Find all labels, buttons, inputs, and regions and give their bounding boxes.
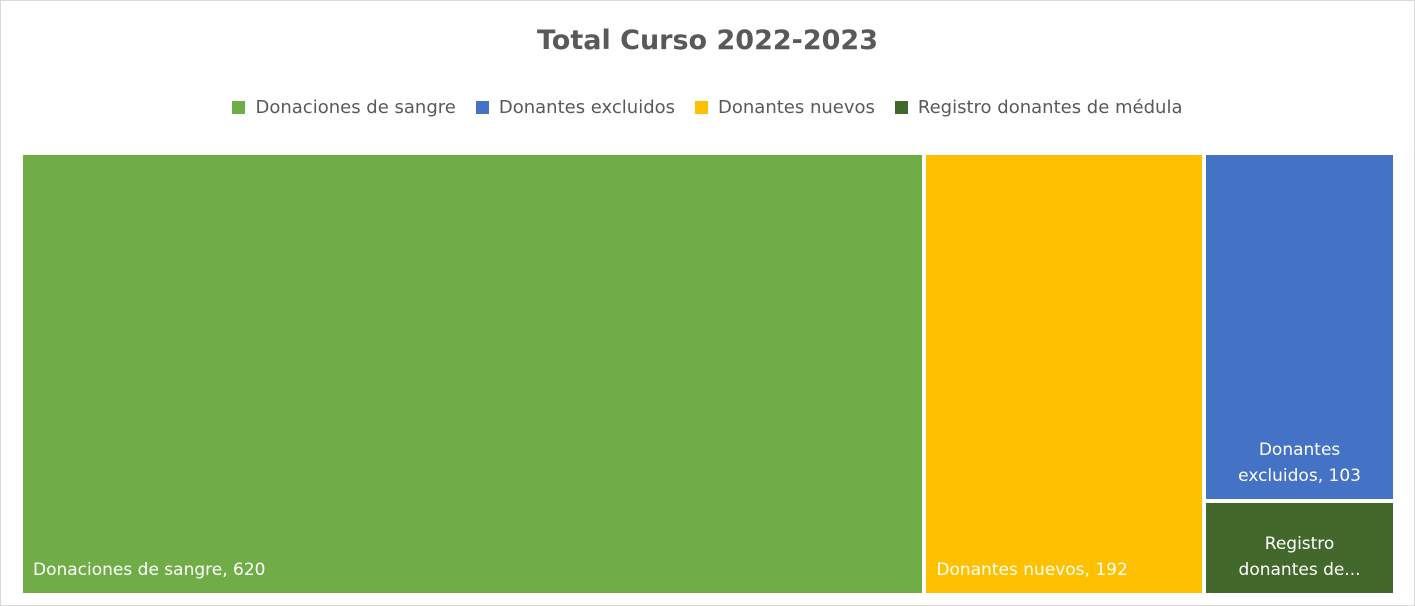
legend-item: Donantes excluidos [475,97,676,118]
legend-item: Registro donantes de médula [894,97,1183,118]
data-label: Donantes nuevos, 192 [936,560,1128,580]
legend-label: Donantes nuevos [718,97,875,118]
legend-label: Registro donantes de médula [917,97,1183,118]
treemap-tile: Donantes excluidos, 103 [1206,155,1393,499]
treemap-tile: Donantes nuevos, 192 [926,155,1203,593]
legend-swatch [475,101,489,114]
plot-area: Donaciones de sangre, 620 Donantes exclui… [21,153,1395,595]
chart-title: Total Curso 2022-2023 [536,25,879,56]
legend-swatch [695,101,709,114]
legend-label: Donaciones de sangre [255,97,456,118]
legend-item: Donaciones de sangre [232,97,456,118]
treemap-tile: Registro donantes de... [1206,502,1393,593]
data-label: Registro donantes de... [1238,533,1361,580]
data-label: Donantes excluidos, 103 [1238,439,1361,486]
legend-swatch [894,101,908,114]
legend-swatch [232,101,246,114]
legend: Donaciones de sangre Donantes excluidos Do… [1,97,1414,118]
legend-item: Donantes nuevos [695,97,875,118]
treemap-tile: Donaciones de sangre, 620 [23,155,923,593]
legend-label: Donantes excluidos [498,97,676,118]
data-label: Donaciones de sangre, 620 [33,560,266,580]
